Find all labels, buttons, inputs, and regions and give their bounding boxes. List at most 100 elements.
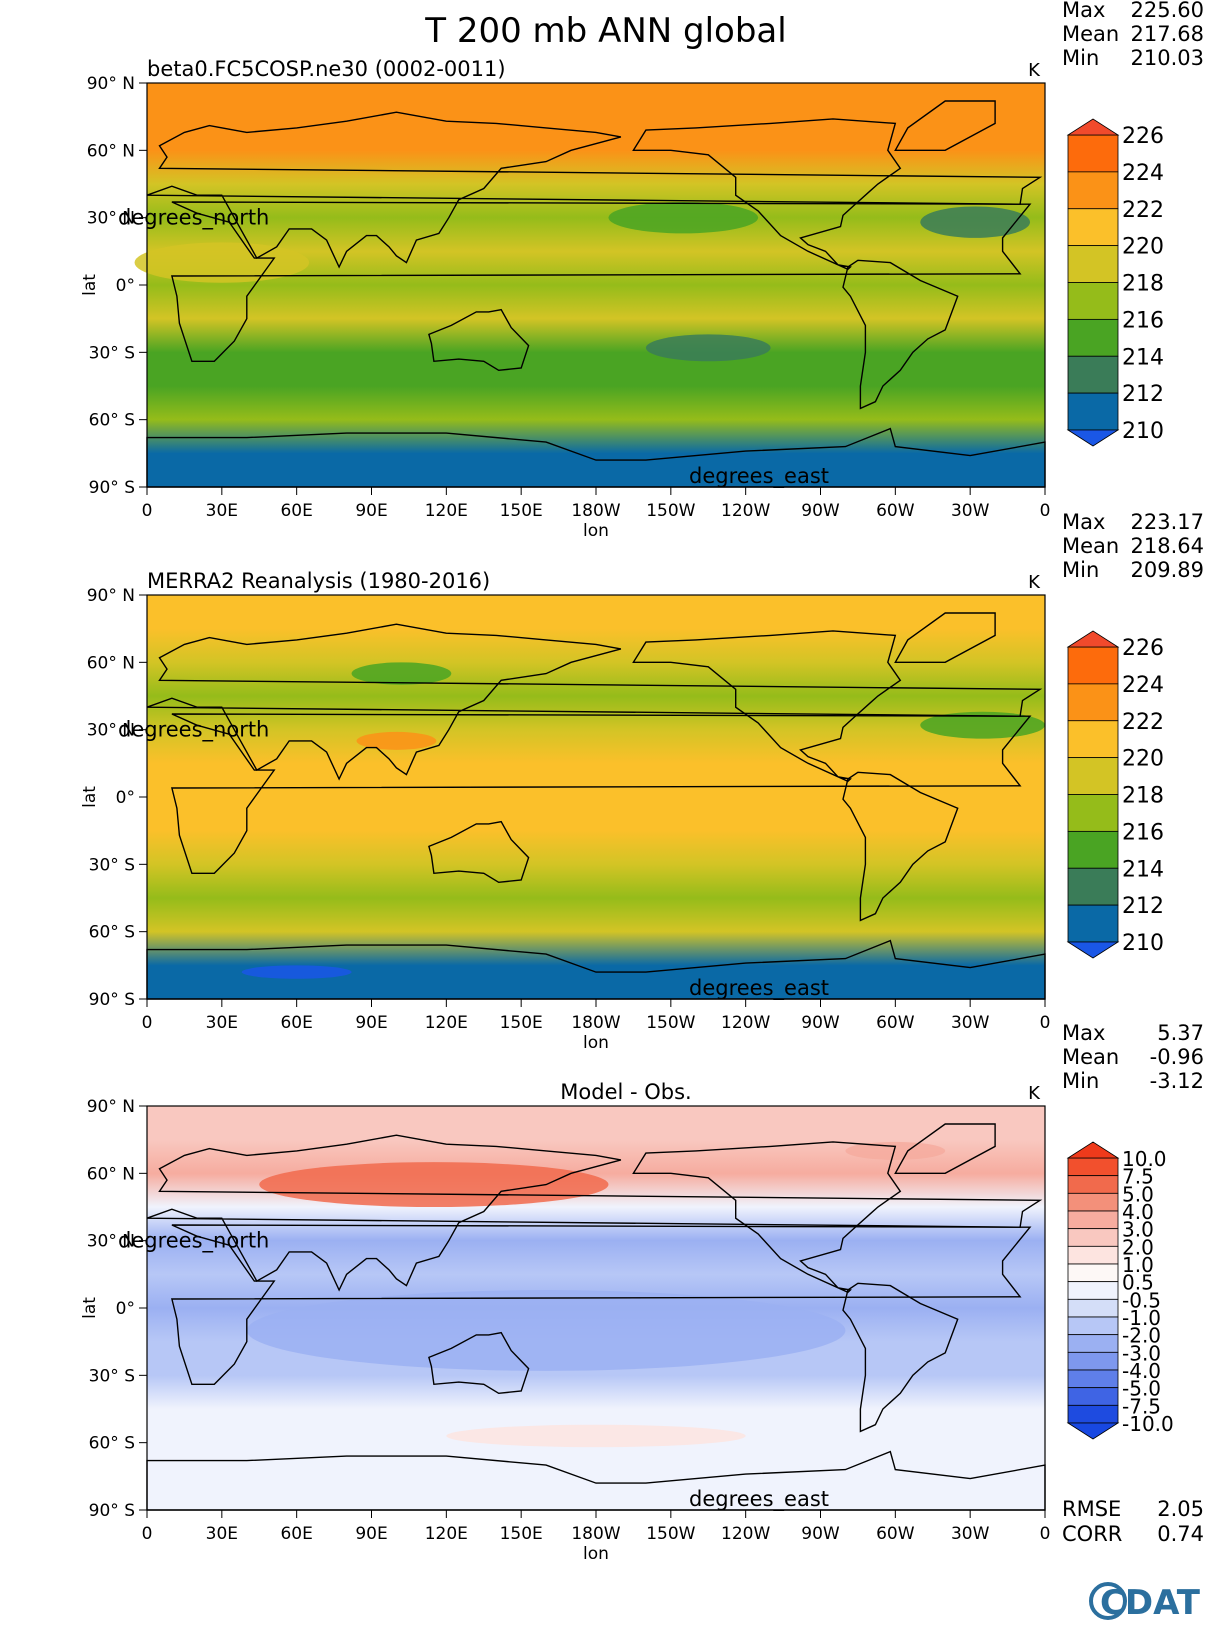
stat-min-label: Min bbox=[1062, 46, 1099, 70]
contour-blob bbox=[246, 1290, 846, 1371]
contour-blob bbox=[608, 201, 759, 234]
x-tick-label: 30W bbox=[951, 1524, 990, 1544]
x-tick-label: 0 bbox=[1040, 501, 1051, 521]
colorbar-segment bbox=[1067, 683, 1119, 722]
stat-min-value: 209.89 bbox=[1131, 558, 1204, 582]
colorbar-over-triangle bbox=[1066, 630, 1120, 648]
colorbar-label: 3.0 bbox=[1122, 1218, 1154, 1242]
y-tick-label: 90° S bbox=[89, 990, 135, 1010]
x-units-label: degrees_east bbox=[689, 976, 829, 1001]
x-tick-label: 120E bbox=[425, 1524, 468, 1544]
colorbar-segment bbox=[1067, 355, 1119, 394]
x-units-label: degrees_east bbox=[689, 1487, 829, 1512]
coastline bbox=[428, 1331, 530, 1395]
y-tick-label: 90° S bbox=[89, 1501, 135, 1521]
colorbar-label: -10.0 bbox=[1122, 1412, 1174, 1436]
stat-mean-value: 217.68 bbox=[1131, 22, 1204, 46]
x-tick-label: 60W bbox=[876, 1524, 915, 1544]
contour-blob bbox=[920, 206, 1031, 238]
y-tick-label: 90° N bbox=[87, 586, 135, 606]
coastline bbox=[428, 308, 530, 372]
coastline bbox=[842, 771, 959, 922]
colorbar: 226 224 222 220 218 216 214 212 210 bbox=[1066, 118, 1164, 447]
contour-blob bbox=[259, 1162, 609, 1207]
y-tick-label: 30° S bbox=[89, 1366, 135, 1386]
colorbar-segment bbox=[1067, 1387, 1119, 1406]
stat-max-value: 5.37 bbox=[1157, 1021, 1204, 1045]
colorbar-label: 214 bbox=[1122, 345, 1164, 370]
colorbar-under-triangle bbox=[1066, 1422, 1120, 1440]
colorbar-segment bbox=[1067, 1316, 1119, 1336]
colorbar-segment bbox=[1067, 171, 1119, 210]
colorbar-label: 10.0 bbox=[1122, 1147, 1167, 1171]
colorbar-over-triangle bbox=[1066, 118, 1120, 136]
stat-max-label: Max bbox=[1062, 510, 1105, 534]
x-tick-label: 180W bbox=[571, 1524, 620, 1544]
colorbar-label: 216 bbox=[1122, 308, 1164, 333]
colorbar-segment bbox=[1067, 392, 1119, 431]
corr-label: CORR bbox=[1062, 1522, 1122, 1546]
x-tick-label: 90E bbox=[355, 1013, 387, 1033]
x-tick-label: 120E bbox=[425, 1013, 468, 1033]
colorbar-label: 214 bbox=[1122, 857, 1164, 882]
colorbar-label: 216 bbox=[1122, 820, 1164, 845]
y-tick-label: 60° S bbox=[89, 923, 135, 943]
x-tick-label: 120W bbox=[721, 1524, 770, 1544]
stat-max-label: Max bbox=[1062, 1021, 1105, 1045]
colorbar-label: 2.0 bbox=[1122, 1235, 1154, 1259]
stat-min-value: -3.12 bbox=[1150, 1069, 1204, 1093]
y-tick-label: 60° S bbox=[89, 411, 135, 431]
colorbar-segment bbox=[1067, 1192, 1119, 1212]
contour-blob bbox=[920, 711, 1045, 739]
stat-mean-label: Mean bbox=[1062, 22, 1119, 46]
x-tick-label: 0 bbox=[142, 501, 153, 521]
y-tick-label: 0° bbox=[116, 788, 135, 808]
y-tick-label: 30° S bbox=[89, 855, 135, 875]
colorbar-label: 226 bbox=[1122, 124, 1164, 149]
x-tick-label: 60E bbox=[280, 1013, 312, 1033]
coastline bbox=[632, 118, 902, 271]
stat-mean-label: Mean bbox=[1062, 1045, 1119, 1069]
colorbar-over-triangle bbox=[1066, 1141, 1120, 1159]
contour-blob bbox=[241, 965, 352, 979]
colorbar-label: 222 bbox=[1122, 198, 1164, 223]
cdat-logo-mark bbox=[1089, 1582, 1127, 1620]
colorbar-segment bbox=[1067, 1281, 1119, 1300]
x-tick-label: 90W bbox=[801, 501, 840, 521]
colorbar-segment bbox=[1067, 757, 1119, 795]
stat-max-label: Max bbox=[1062, 0, 1105, 22]
colorbar-label: 0.5 bbox=[1122, 1271, 1154, 1295]
corr-value: 0.74 bbox=[1157, 1522, 1204, 1546]
colorbar-segment bbox=[1067, 1228, 1119, 1247]
chart-panel-1: Max 225.60 Mean 217.68 Min 210.03 beta0.FC5COS… bbox=[80, 0, 1204, 541]
colorbar-label: -0.5 bbox=[1122, 1288, 1161, 1312]
coastline bbox=[894, 1123, 996, 1174]
x-tick-label: 0 bbox=[1040, 1013, 1051, 1033]
colorbar-label: 7.5 bbox=[1122, 1165, 1154, 1189]
units-label: K bbox=[1028, 1083, 1041, 1104]
colorbar-segment bbox=[1067, 1210, 1119, 1230]
x-tick-label: 30E bbox=[206, 501, 238, 521]
coastline bbox=[632, 630, 902, 783]
x-tick-label: 30E bbox=[206, 1524, 238, 1544]
stat-mean-value: -0.96 bbox=[1150, 1045, 1204, 1069]
colorbar-segment bbox=[1067, 830, 1119, 869]
y-tick-label: 90° N bbox=[87, 74, 135, 94]
colorbar-segment bbox=[1067, 282, 1119, 320]
x-tick-label: 150W bbox=[646, 1013, 695, 1033]
contour-blob bbox=[351, 662, 452, 685]
colorbar-segment bbox=[1067, 1263, 1119, 1283]
colorbar-label: 226 bbox=[1122, 636, 1164, 661]
y-tick-label: 30° N bbox=[87, 721, 135, 741]
x-tick-label: 150E bbox=[500, 1013, 543, 1033]
chart-panel-2: Max 223.17 Mean 218.64 Min 209.89 MERRA2 Reana… bbox=[80, 510, 1204, 1053]
colorbar-label: 210 bbox=[1122, 419, 1164, 444]
colorbar-label: -5.0 bbox=[1122, 1377, 1161, 1401]
rmse-value: 2.05 bbox=[1157, 1497, 1204, 1521]
panel-title: beta0.FC5COSP.ne30 (0002-0011) bbox=[147, 57, 506, 81]
colorbar-label: -2.0 bbox=[1122, 1324, 1161, 1348]
x-tick-label: 150E bbox=[500, 1524, 543, 1544]
contour-blob bbox=[446, 1424, 746, 1448]
stat-min-label: Min bbox=[1062, 558, 1099, 582]
colorbar-label: 212 bbox=[1122, 382, 1164, 407]
